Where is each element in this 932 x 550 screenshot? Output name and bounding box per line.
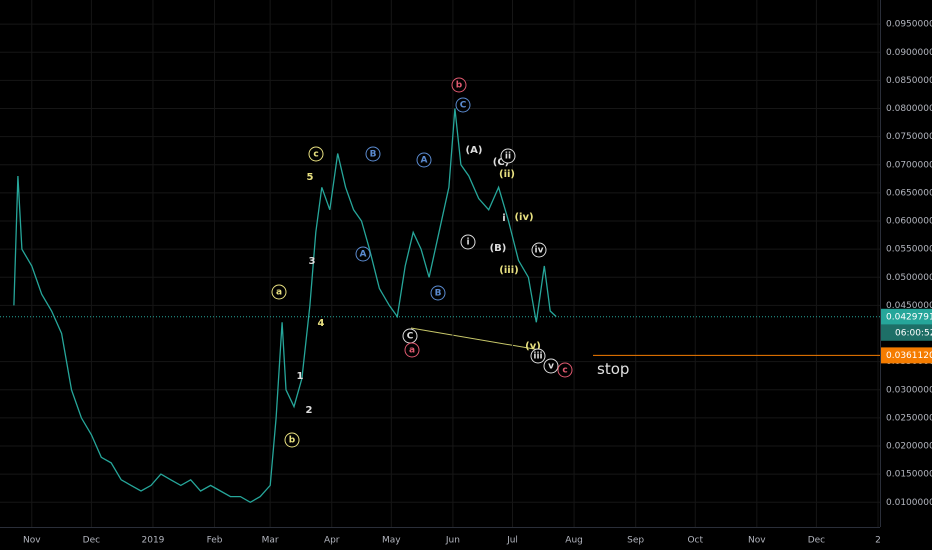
wave-label: (v) — [525, 341, 541, 352]
x-tick-label: May — [382, 536, 401, 546]
wave-label: 3 — [309, 256, 316, 267]
wave-label: (iv) — [514, 212, 533, 223]
wave-label: i — [502, 213, 505, 224]
wave-label: v — [548, 362, 554, 372]
trend-line — [410, 327, 541, 351]
wave-label: i — [466, 238, 469, 248]
wave-circle — [404, 342, 420, 358]
wave-label: b — [456, 81, 463, 91]
wave-label: iv — [535, 246, 544, 256]
wave-circle — [416, 152, 432, 168]
wave-label: A — [421, 156, 428, 166]
countdown-tag — [881, 324, 932, 341]
wave-circle — [543, 358, 559, 374]
price-tag-label: 0.04297919 — [886, 312, 932, 322]
wave-circle — [308, 146, 324, 162]
wave-label: (ii) — [499, 169, 515, 180]
wave-circle — [284, 432, 300, 448]
stop-text: stop — [597, 360, 629, 378]
x-tick-label: Aug — [565, 536, 583, 546]
x-tick-label: Nov — [23, 536, 41, 546]
x-tick-label: Nov — [748, 536, 766, 546]
wave-circle — [455, 97, 471, 113]
x-tick-label: Feb — [207, 536, 223, 546]
x-tick-label: Dec — [83, 536, 100, 546]
wave-circle — [557, 362, 573, 378]
wave-circle — [355, 246, 371, 262]
x-tick-label: Dec — [808, 536, 825, 546]
x-tick-label: Mar — [262, 536, 279, 546]
wave-label: c — [562, 366, 567, 376]
wave-label: a — [276, 288, 282, 298]
wave-label: 4 — [318, 318, 325, 329]
wave-label: iii — [533, 352, 542, 362]
x-tick-label: Sep — [627, 536, 644, 546]
x-tick-label: 2019 — [142, 536, 165, 546]
wave-circle — [451, 77, 467, 93]
wave-label: b — [289, 436, 296, 446]
x-tick-label: Jul — [506, 536, 518, 546]
wave-label: a — [409, 346, 415, 356]
wave-label: (C) — [493, 157, 509, 168]
wave-label: C — [460, 101, 467, 111]
x-tick-label: Apr — [324, 536, 340, 546]
price-tag — [881, 308, 932, 325]
wave-circle — [530, 348, 546, 364]
wave-label: B — [435, 289, 442, 299]
wave-label: 5 — [307, 172, 314, 183]
stop-tag — [881, 347, 932, 364]
wave-label: (A) — [466, 145, 483, 156]
wave-label: (B) — [490, 243, 507, 254]
wave-label: C — [407, 332, 414, 342]
countdown-label: 06:00:52 — [895, 328, 932, 338]
stop-tag-label: 0.03611203 — [886, 351, 932, 361]
x-tick-label: 2 — [875, 536, 881, 546]
wave-label: ii — [505, 152, 511, 162]
price-line — [13, 108, 557, 504]
wave-circle — [531, 242, 547, 258]
wave-circle — [500, 148, 516, 164]
wave-label: 1 — [297, 371, 304, 382]
x-tick-label: Oct — [687, 536, 703, 546]
wave-label: A — [360, 250, 367, 260]
wave-circle — [430, 285, 446, 301]
x-tick-label: Jun — [445, 536, 460, 546]
wave-label: (iii) — [499, 265, 518, 276]
wave-label: c — [313, 150, 318, 160]
wave-label: B — [370, 150, 377, 160]
wave-circle — [460, 234, 476, 250]
wave-circle — [271, 284, 287, 300]
y-tick-label: 0.09500000 — [886, 20, 932, 30]
wave-label: 2 — [306, 405, 313, 416]
wave-circle — [365, 146, 381, 162]
